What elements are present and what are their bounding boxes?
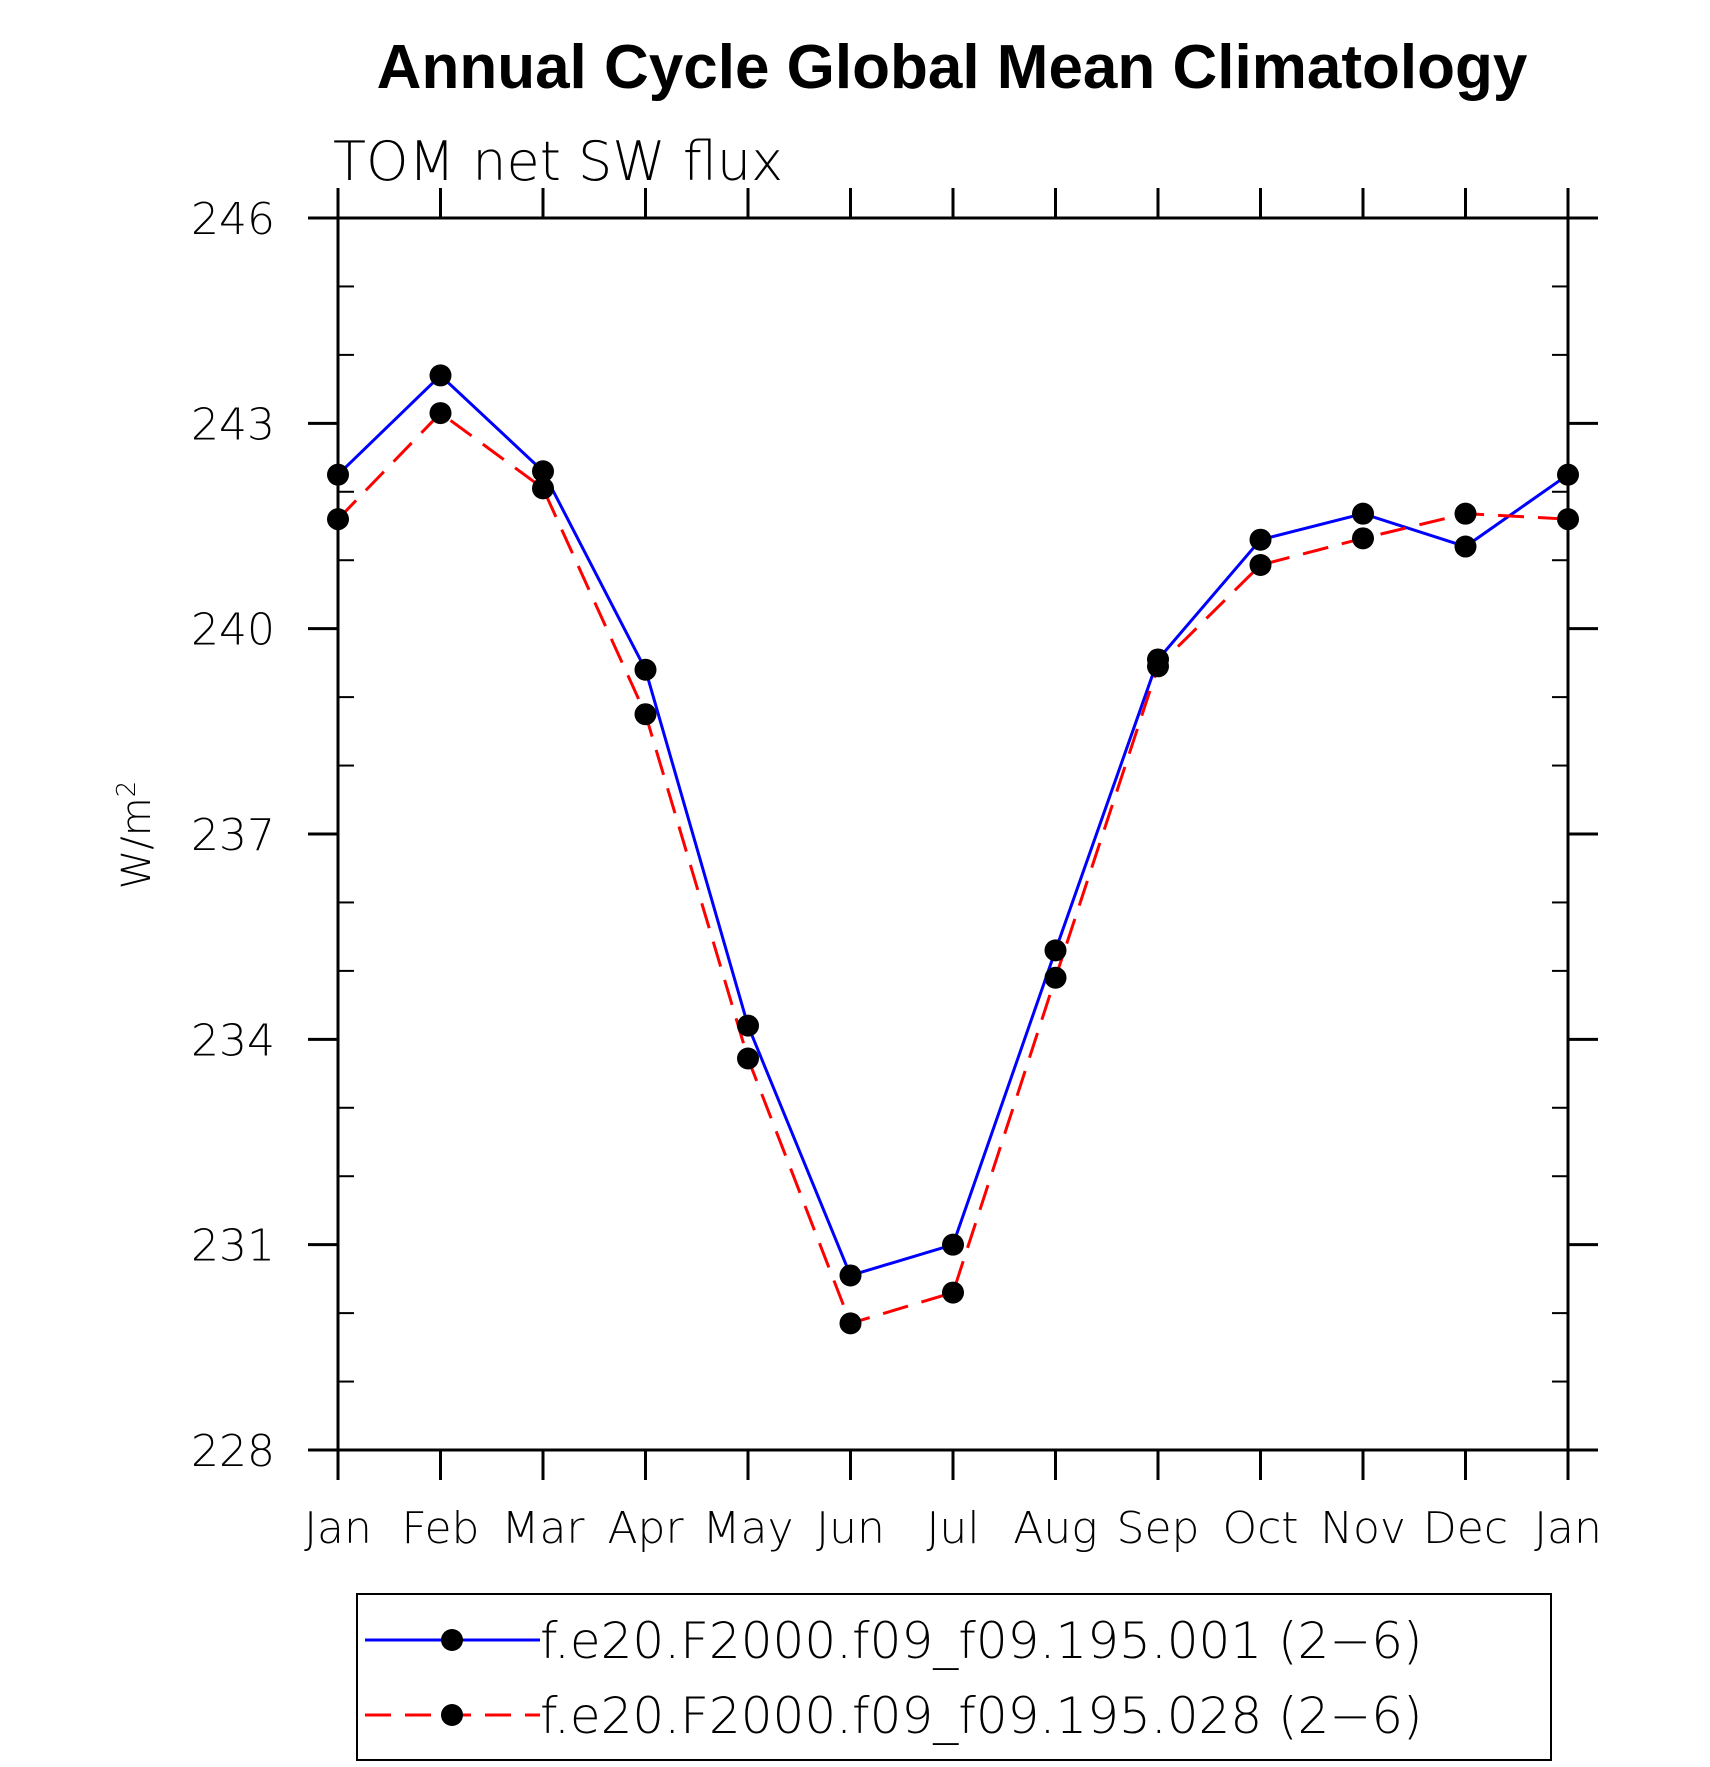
series-2-point xyxy=(1147,655,1169,678)
x-tick-label: Oct xyxy=(1222,1503,1298,1554)
series-1-point xyxy=(429,364,452,387)
x-tick-label: Mar xyxy=(501,1503,585,1554)
y-axis-label: W/m2 xyxy=(112,781,160,890)
series-line-1 xyxy=(336,373,1569,1278)
series-1-point xyxy=(1454,535,1477,558)
x-tick-label: Feb xyxy=(402,1503,480,1554)
legend-marker-1 xyxy=(441,1629,463,1651)
series-markers xyxy=(327,364,1579,1335)
y-tick-label: 228 xyxy=(191,1426,275,1477)
legend-marker-2 xyxy=(441,1704,463,1726)
series-1-point xyxy=(532,460,554,483)
series-2-point xyxy=(1454,502,1477,525)
series-2-point xyxy=(429,402,452,425)
series-lines xyxy=(336,373,1569,1326)
series-line-2 xyxy=(336,411,1569,1326)
series-2-point xyxy=(1249,554,1272,577)
series-2-point xyxy=(327,508,349,531)
series-1-point xyxy=(1044,939,1067,962)
x-tick-label: Sep xyxy=(1117,1503,1200,1554)
legend: f.e20.F2000.f09_f09.195.001 (2−6) f.e20.F… xyxy=(356,1593,1552,1761)
series-1-point xyxy=(1249,528,1272,551)
y-axis-label-superscript: 2 xyxy=(112,781,142,798)
x-tick-labels: Jan Feb Mar Apr May Jun Jul Aug Sep Oct Nov Dec Jan xyxy=(304,1503,1602,1554)
chart-title: Annual Cycle Global Mean Climatology xyxy=(377,33,1528,102)
y-tick-label: 237 xyxy=(191,810,275,861)
series-1-point xyxy=(634,658,657,681)
svg-text:W/m2: W/m2 xyxy=(112,781,160,890)
x-tick-label: Jan xyxy=(304,1503,372,1554)
axis-ticks xyxy=(308,188,1598,1480)
x-tick-label: May xyxy=(703,1503,794,1554)
series-2-point xyxy=(1044,966,1067,989)
y-tick-labels: 228 231 234 237 240 243 246 xyxy=(191,194,275,1477)
y-tick-label: 243 xyxy=(191,399,275,450)
chart-subtitle: TOM net SW flux xyxy=(333,130,783,193)
series-1-point xyxy=(1557,463,1579,486)
series-1-point xyxy=(327,463,349,486)
y-tick-label: 231 xyxy=(191,1221,275,1272)
series-2-point xyxy=(634,703,657,726)
series-2-point xyxy=(737,1047,759,1070)
x-tick-label: Aug xyxy=(1013,1503,1097,1554)
x-tick-label: Jan xyxy=(1534,1503,1602,1554)
series-2-point xyxy=(1352,527,1374,550)
y-tick-label: 240 xyxy=(191,605,275,656)
series-1-point xyxy=(942,1233,964,1256)
x-tick-label: Jul xyxy=(926,1503,979,1554)
plot-frame xyxy=(336,216,1570,1452)
x-tick-label: Nov xyxy=(1320,1503,1406,1554)
series-1-point xyxy=(737,1014,759,1037)
series-1-point xyxy=(839,1264,862,1287)
series-2-point xyxy=(942,1281,964,1304)
series-2-point xyxy=(532,477,554,500)
y-tick-label: 246 xyxy=(191,194,275,245)
x-tick-label: Dec xyxy=(1423,1503,1508,1554)
x-tick-label: Apr xyxy=(607,1503,684,1554)
x-tick-label: Jun xyxy=(816,1503,885,1554)
legend-label-1: f.e20.F2000.f09_f09.195.001 (2−6) xyxy=(540,1612,1423,1670)
series-2-point xyxy=(839,1312,862,1335)
legend-box xyxy=(356,1593,1552,1761)
y-axis-label-text: W/m xyxy=(114,797,160,889)
series-1-point xyxy=(1352,502,1374,525)
series-2-point xyxy=(1557,508,1579,531)
y-tick-label: 234 xyxy=(191,1015,275,1066)
legend-label-2: f.e20.F2000.f09_f09.195.028 (2−6) xyxy=(540,1687,1423,1745)
